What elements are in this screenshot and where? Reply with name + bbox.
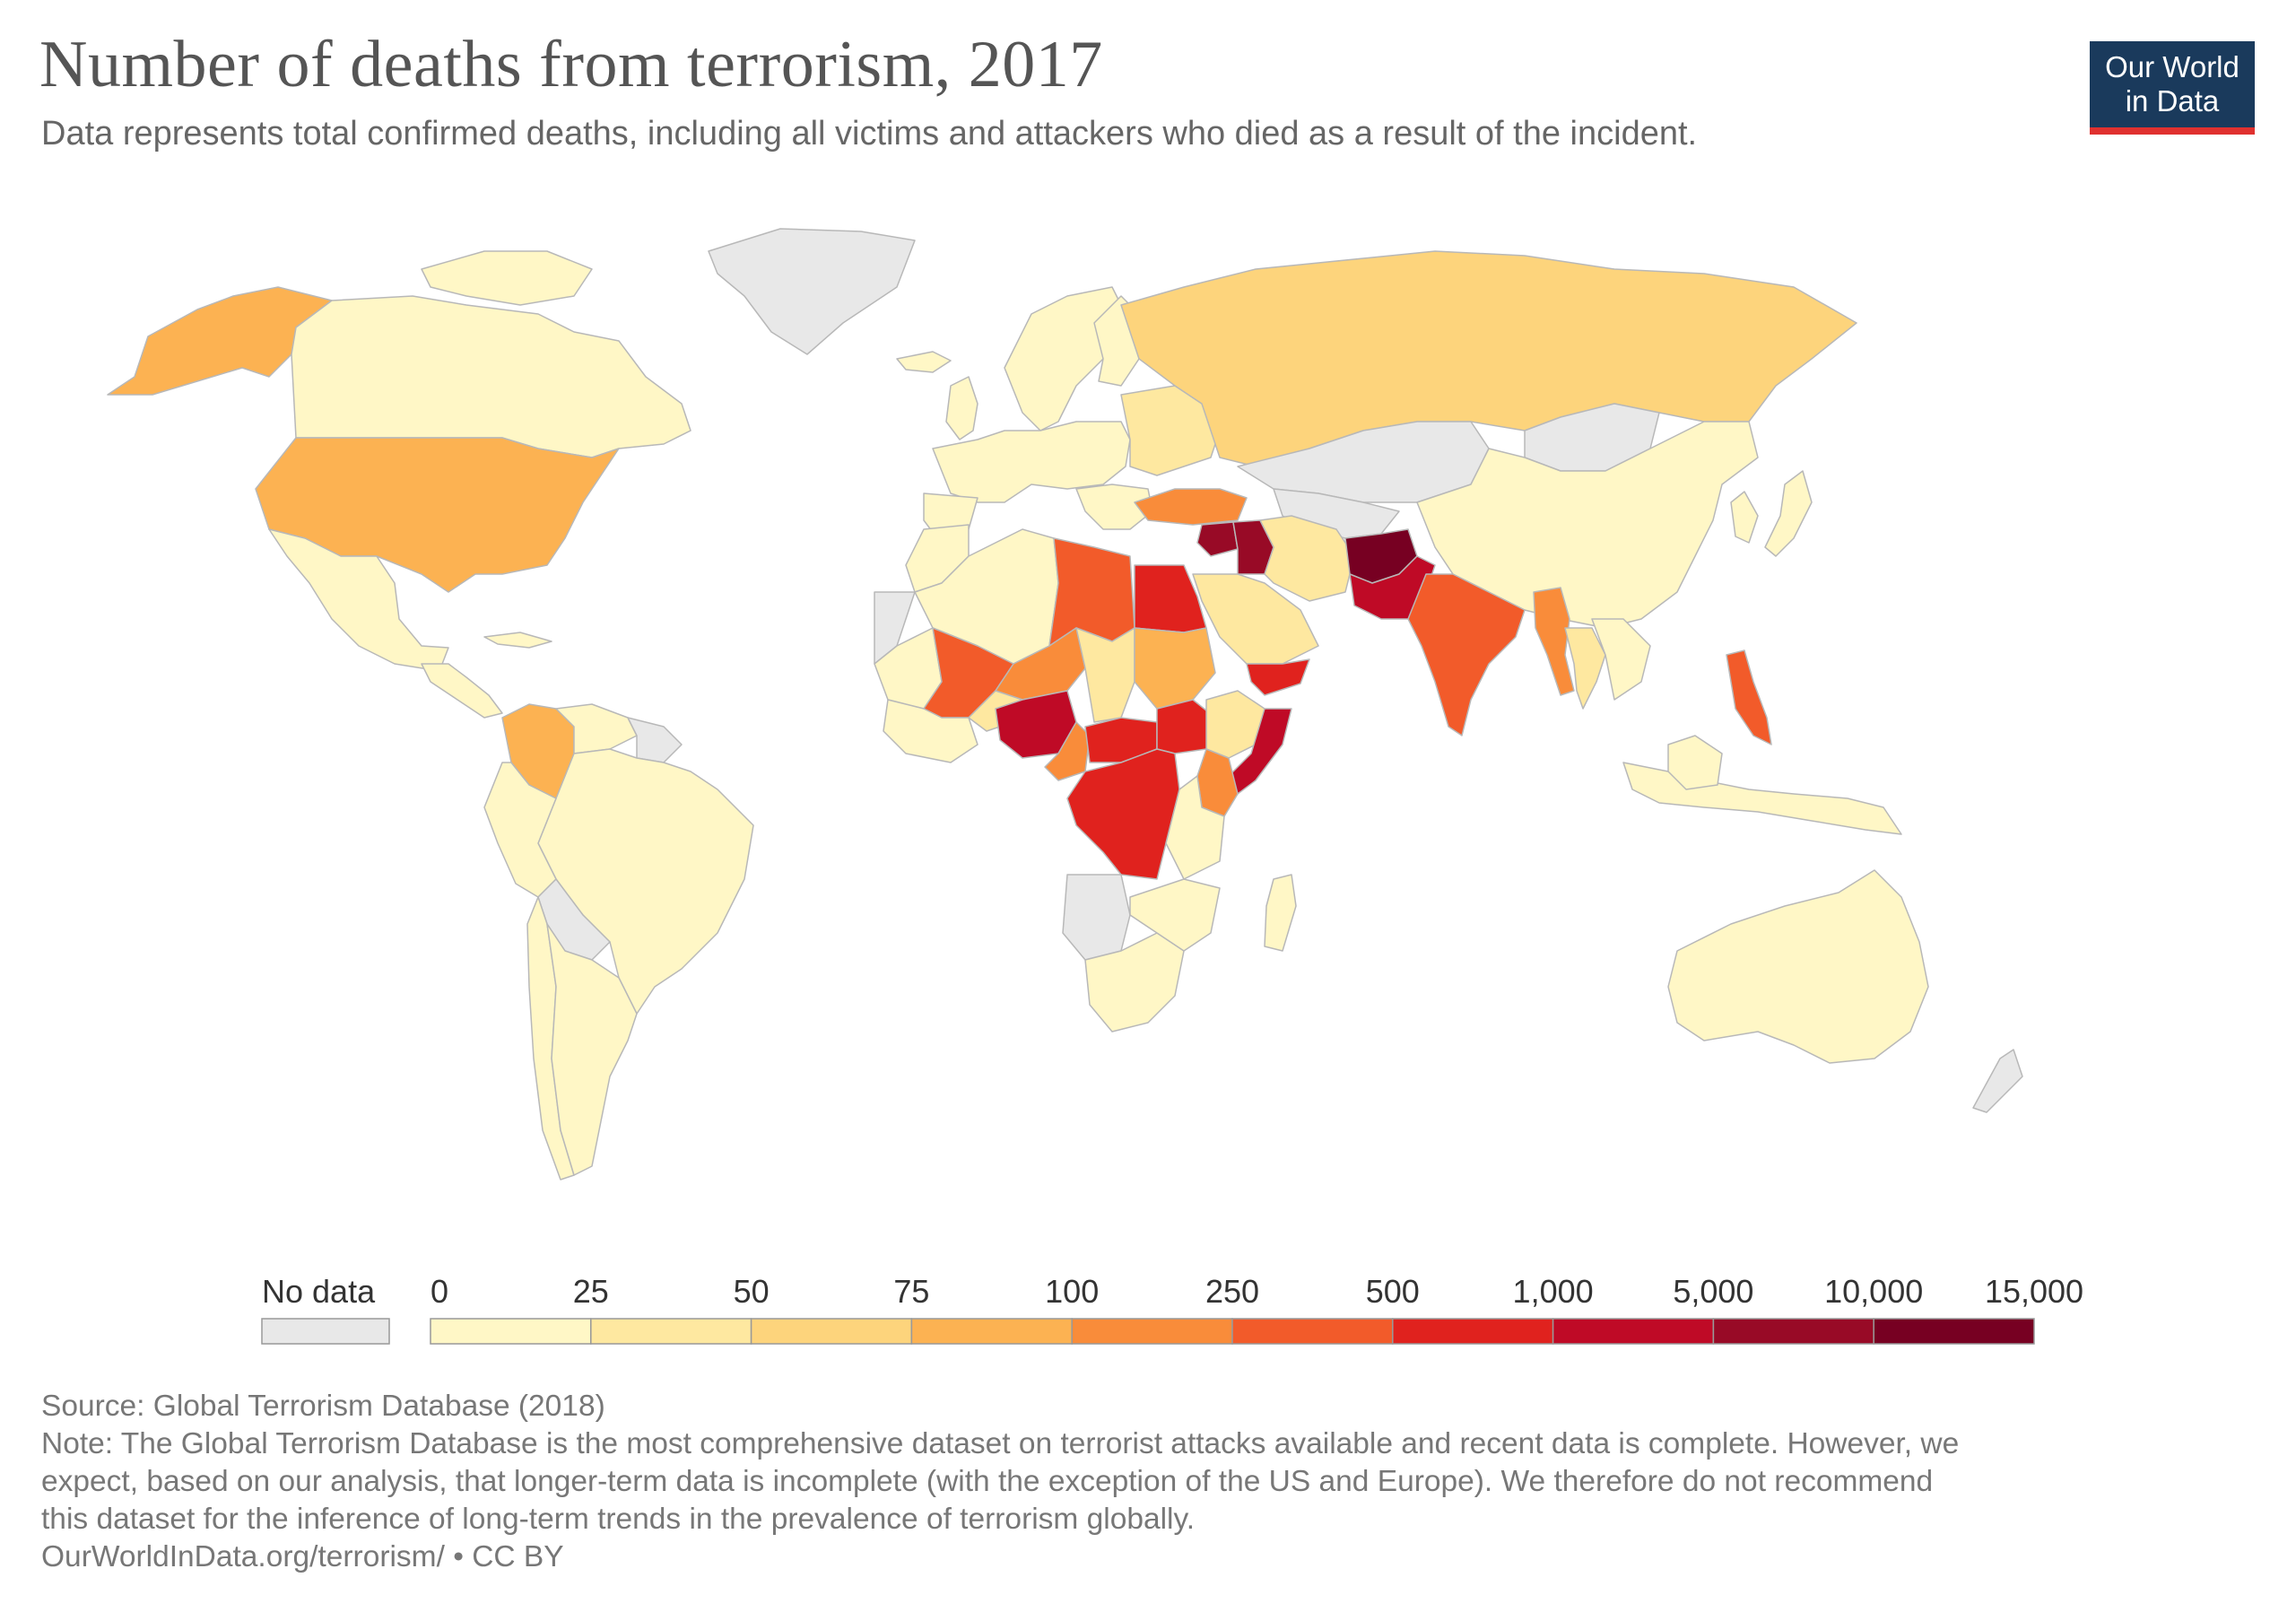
logo-line-2: in Data	[2125, 84, 2220, 118]
map-country-korea[interactable]	[1730, 491, 1759, 544]
chart-title: Number of deaths from terrorism, 2017	[39, 28, 1103, 101]
legend-bin-0	[430, 1318, 592, 1345]
map-country-western-europe[interactable]	[932, 421, 1131, 503]
map-country-india[interactable]	[1407, 573, 1526, 736]
legend-tick-label-0: 0	[430, 1273, 448, 1310]
map-country-thailand[interactable]	[1564, 627, 1606, 710]
map-country-australia[interactable]	[1667, 869, 1929, 1064]
legend-tick-label-8: 5,000	[1673, 1273, 1753, 1310]
map-country-argentina[interactable]	[546, 923, 638, 1176]
map-country-iceland[interactable]	[896, 351, 952, 373]
map-country-mozambique-region[interactable]	[1129, 878, 1221, 952]
map-country-madagascar[interactable]	[1264, 874, 1297, 952]
map-country-turkey[interactable]	[1134, 488, 1248, 526]
map-country-east-africa[interactable]	[1165, 775, 1225, 880]
source-text: Source: Global Terrorism Database (2018)	[41, 1390, 605, 1423]
map-country-sudan[interactable]	[1134, 627, 1216, 710]
chart-subtitle: Data represents total confirmed deaths, …	[41, 115, 1698, 153]
map-country-balkans[interactable]	[1075, 484, 1153, 530]
map-country-borneo[interactable]	[1667, 735, 1723, 790]
legend-bin-4	[1071, 1318, 1233, 1345]
legend-bin-2	[750, 1318, 913, 1345]
map-country-dr-congo[interactable]	[1066, 748, 1180, 880]
map-country-venezuela[interactable]	[555, 703, 638, 754]
map-country-canada[interactable]	[291, 295, 691, 458]
map-country-iran[interactable]	[1259, 515, 1355, 602]
map-country-chad[interactable]	[1075, 627, 1135, 723]
map-country-united-kingdom[interactable]	[945, 376, 978, 440]
map-country-syria[interactable]	[1196, 521, 1239, 557]
legend-tick-label-3: 75	[893, 1273, 929, 1310]
map-country-canada-arctic[interactable]	[421, 250, 593, 306]
legend-tick-label-5: 250	[1205, 1273, 1259, 1310]
owid-logo[interactable]: Our World in Data	[2090, 41, 2255, 135]
note-line-2: expect, based on our analysis, that long…	[41, 1465, 1934, 1498]
map-country-central-america[interactable]	[421, 663, 503, 719]
map-country-new-zealand[interactable]	[1972, 1049, 2023, 1113]
map-country-west-africa[interactable]	[883, 699, 978, 763]
map-country-somalia[interactable]	[1228, 708, 1292, 795]
legend-tick-label-4: 100	[1045, 1273, 1099, 1310]
map-country-myanmar[interactable]	[1533, 587, 1575, 696]
map-country-indochina[interactable]	[1591, 618, 1651, 701]
map-country-mexico[interactable]	[268, 528, 449, 672]
legend-tick-label-9: 10,000	[1824, 1273, 1923, 1310]
map-country-cuba[interactable]	[483, 632, 552, 649]
legend-tick-label-7: 1,000	[1513, 1273, 1594, 1310]
legend-tick-label-6: 500	[1366, 1273, 1420, 1310]
legend-no-data-label: No data	[262, 1273, 376, 1310]
legend-bin-9	[1873, 1318, 2035, 1345]
map-country-philippines[interactable]	[1726, 649, 1772, 745]
legend-bin-1	[590, 1318, 752, 1345]
legend-bin-6	[1392, 1318, 1554, 1345]
legend-bin-7	[1552, 1318, 1715, 1345]
map-country-greenland[interactable]	[708, 228, 916, 355]
note-line-3: this dataset for the inference of long-t…	[41, 1503, 1196, 1536]
source-url[interactable]: OurWorldInData.org/terrorism/ • CC BY	[41, 1540, 564, 1573]
legend-tick-label-10: 15,000	[1985, 1273, 2083, 1310]
map-country-japan[interactable]	[1764, 470, 1813, 557]
logo-line-1: Our World	[2105, 50, 2239, 83]
legend-tick-label-1: 25	[573, 1273, 609, 1310]
logo-accent-bar	[2090, 127, 2255, 135]
legend: No data 0 25 50 75 100 250 500 1,000 5,000 10,000…	[261, 1273, 2083, 1345]
legend-bin-3	[910, 1318, 1073, 1345]
note-line-1: Note: The Global Terrorism Database is t…	[41, 1427, 1960, 1460]
footer: Source: Global Terrorism Database (2018)…	[41, 1388, 2230, 1576]
legend-tick-label-2: 50	[734, 1273, 770, 1310]
map-country-southern-africa[interactable]	[1084, 932, 1185, 1033]
legend-bin-8	[1712, 1318, 1874, 1345]
legend-no-data-swatch	[261, 1318, 390, 1345]
legend-bin-5	[1231, 1318, 1394, 1345]
map-country-yemen[interactable]	[1246, 658, 1310, 696]
map-country-saudi-arabia[interactable]	[1192, 573, 1319, 665]
world-map	[107, 228, 2023, 1181]
